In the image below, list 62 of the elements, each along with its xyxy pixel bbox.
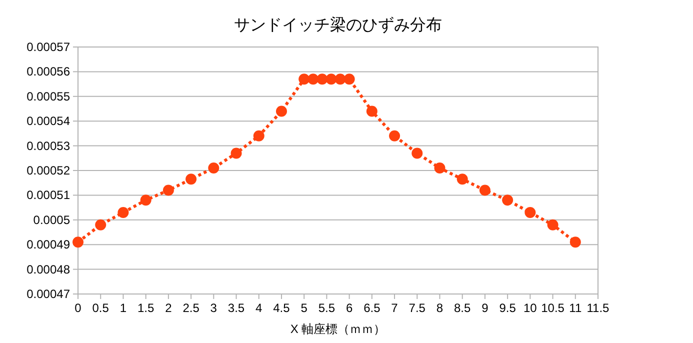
x-tick-label: 11 bbox=[569, 301, 582, 315]
y-tick-label: 0.00047 bbox=[26, 287, 70, 301]
x-tick-label: 5 bbox=[300, 301, 308, 315]
point bbox=[366, 106, 378, 117]
y-tick-label: 0.00055 bbox=[26, 89, 70, 104]
y-tick-label: 0.0005 bbox=[33, 212, 70, 227]
x-tick-label: 1 bbox=[120, 301, 127, 315]
x-tick-label: 7.5 bbox=[408, 301, 426, 315]
point bbox=[316, 74, 328, 85]
point bbox=[162, 184, 174, 196]
y-tick-label: 0.00048 bbox=[26, 262, 70, 276]
x-tick-label: 0.5 bbox=[92, 301, 110, 315]
x-tick-label: 5.5 bbox=[318, 301, 336, 315]
point bbox=[502, 194, 514, 206]
x-tick-label: 2.5 bbox=[182, 301, 200, 315]
x-tick-label: 0 bbox=[74, 301, 82, 315]
x-tick-label: 4 bbox=[256, 301, 263, 315]
y-tick-label: 0.00056 bbox=[26, 64, 70, 79]
x-tick-label: 10.5 bbox=[541, 301, 565, 315]
x-tick-label: 7 bbox=[391, 301, 398, 315]
point bbox=[298, 74, 310, 85]
y-tick-label: 0.00051 bbox=[26, 188, 70, 202]
point bbox=[230, 148, 242, 159]
point bbox=[186, 174, 197, 185]
point bbox=[95, 219, 106, 230]
y-tick-label: 0.00049 bbox=[26, 238, 70, 252]
x-tick-label: 2 bbox=[165, 301, 172, 315]
point bbox=[389, 130, 400, 142]
y-tick-label: 0.00054 bbox=[26, 114, 70, 128]
point bbox=[276, 106, 287, 117]
x-tick-label: 8.5 bbox=[454, 301, 472, 315]
point bbox=[308, 74, 319, 85]
point bbox=[344, 74, 355, 85]
y-tick-label: 0.00052 bbox=[26, 164, 70, 178]
x-tick-label: 9 bbox=[482, 301, 489, 315]
point bbox=[118, 206, 129, 218]
point bbox=[479, 184, 490, 196]
point bbox=[140, 194, 152, 206]
chart-title: サンドイッチ梁のひずみ分布 bbox=[234, 16, 442, 34]
point bbox=[412, 148, 423, 159]
y-tick-label: 0.00053 bbox=[26, 138, 70, 153]
point bbox=[570, 236, 581, 248]
point bbox=[434, 162, 446, 174]
x-tick-label: 10 bbox=[523, 301, 538, 315]
point bbox=[253, 130, 264, 142]
point bbox=[208, 162, 220, 174]
x-axis-title: X 軸座標（ｍｍ） bbox=[290, 322, 386, 336]
x-tick-label: 6.5 bbox=[364, 301, 381, 315]
y-tick-label: 0.00057 bbox=[26, 40, 70, 54]
point bbox=[524, 206, 536, 218]
point bbox=[456, 174, 468, 185]
x-tick-label: 3 bbox=[210, 301, 218, 315]
x-tick-label: 1.5 bbox=[137, 301, 154, 315]
x-tick-label: 6 bbox=[346, 301, 353, 315]
x-tick-label: 3.5 bbox=[228, 301, 245, 315]
point bbox=[547, 219, 558, 230]
x-tick-label: 8 bbox=[436, 301, 444, 315]
point bbox=[326, 74, 337, 85]
point bbox=[72, 236, 84, 248]
x-tick-label: 11.5 bbox=[586, 301, 610, 315]
x-tick-label: 9.5 bbox=[499, 301, 516, 315]
x-tick-label: 4.5 bbox=[273, 301, 290, 315]
